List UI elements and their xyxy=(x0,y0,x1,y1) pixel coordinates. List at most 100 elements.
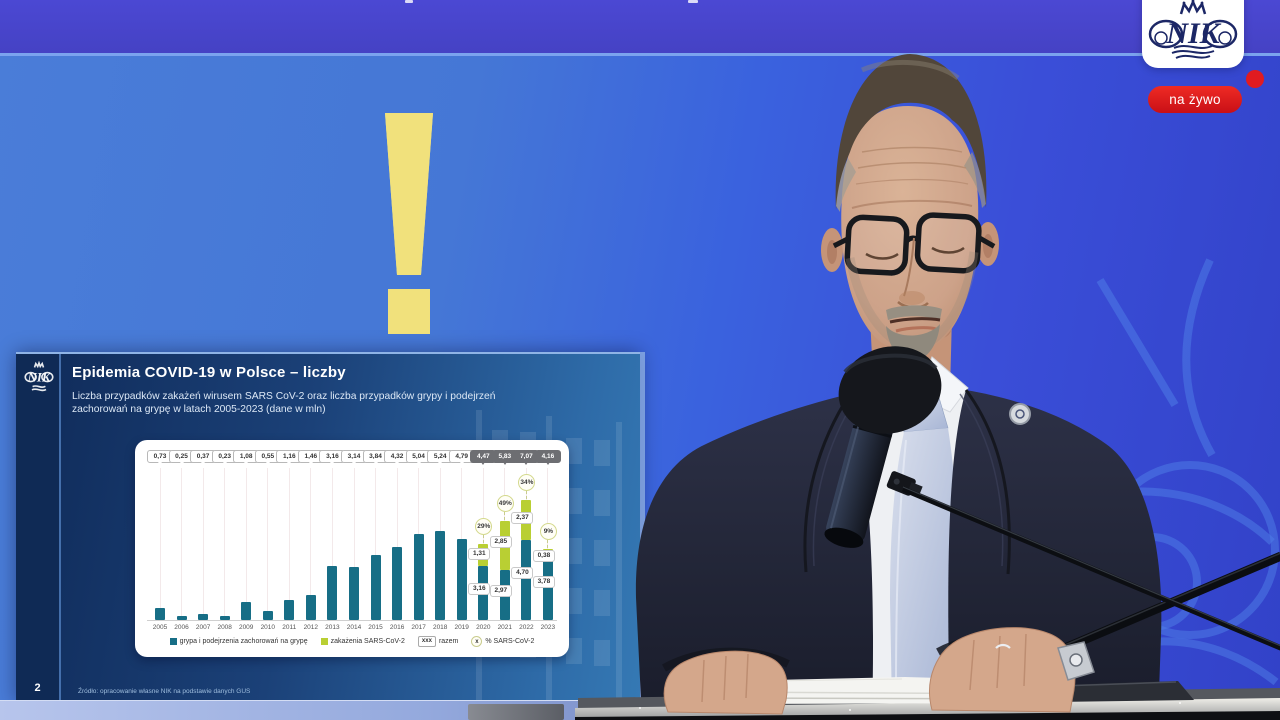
chart-legend: grypa i podejrzenia zachorowań na grypę z… xyxy=(135,636,569,647)
speaker-head xyxy=(821,54,999,362)
slide-subtitle: Liczba przypadków zakażeń wirusem SARS C… xyxy=(72,390,612,416)
lapel-pin xyxy=(1009,403,1031,425)
gridline xyxy=(396,468,398,620)
total-value-chip: 5,83 xyxy=(491,450,518,465)
svg-text:NIK: NIK xyxy=(27,371,52,385)
sars-share-badge: 29% xyxy=(475,518,493,535)
slide-left-strip xyxy=(16,354,59,702)
year-label: 2014 xyxy=(346,624,362,631)
chart-card: grypa i podejrzenia zachorowań na grypę z… xyxy=(135,440,569,657)
flu-value-label: 4,70 xyxy=(511,567,534,580)
slide-subtitle-line1: Liczba przypadków zakażeń wirusem SARS C… xyxy=(72,391,496,402)
bar-flu xyxy=(241,601,252,620)
screen-bottom-band xyxy=(0,700,610,720)
legend-label: % SARS-CoV-2 xyxy=(485,638,535,645)
legend-label: razem xyxy=(438,638,459,645)
speaker-hands xyxy=(663,627,1095,715)
bar-flu xyxy=(456,538,467,620)
legend-label: grypa i podejrzenia zachorowań na grypę xyxy=(179,638,308,645)
slide-subtitle-line2: zachorowań na grypę w latach 2005-2023 (… xyxy=(72,404,326,415)
legend-item: grypa i podejrzenia zachorowań na grypę xyxy=(169,638,308,645)
bar-flu xyxy=(327,566,338,620)
nik-emblem-icon: NIK xyxy=(24,360,54,392)
chart-plot: grypa i podejrzenia zachorowań na grypę z… xyxy=(135,440,569,657)
gridline xyxy=(310,468,312,620)
gridline xyxy=(245,468,247,620)
legend-swatch-icon xyxy=(169,638,177,645)
bar-flu xyxy=(262,610,273,621)
cropped-text-fragment xyxy=(688,0,698,3)
source-note: Źródło: opracowanie własne NIK na podsta… xyxy=(78,688,251,695)
share-connector xyxy=(482,535,484,543)
share-connector xyxy=(525,490,527,499)
slide-title: Epidemia COVID-19 w Polsce – liczby xyxy=(72,364,346,381)
flu-value-label: 3,16 xyxy=(468,582,491,595)
total-value-chip: 3,14 xyxy=(341,450,367,465)
share-connector xyxy=(547,540,549,549)
x-axis-line xyxy=(147,620,557,621)
year-label: 2012 xyxy=(303,624,319,631)
year-label: 2008 xyxy=(217,624,232,631)
flu-value-label: 2,97 xyxy=(489,584,512,597)
sars-share-badge: 9% xyxy=(539,523,557,541)
sars-value-label: 2,37 xyxy=(511,511,534,524)
year-label: 2005 xyxy=(152,624,168,631)
year-label: 2007 xyxy=(195,624,211,631)
glasses-icon xyxy=(832,212,996,276)
gridline xyxy=(159,468,161,620)
gridline xyxy=(331,468,333,620)
total-value-chip: 0,23 xyxy=(211,450,238,465)
legend-chip-icon: xxx xyxy=(417,636,436,647)
backdrop-nik-watermark xyxy=(1067,258,1279,686)
year-label: 2009 xyxy=(238,624,254,631)
bar-flu xyxy=(198,613,209,620)
year-label: 2010 xyxy=(260,624,276,631)
top-band xyxy=(0,0,1280,56)
bar-flu xyxy=(305,595,316,620)
share-connector xyxy=(504,512,506,521)
legend-item: x% SARS-CoV-2 xyxy=(471,636,534,647)
gridline xyxy=(267,468,269,620)
flu-value-label: 3,78 xyxy=(532,576,555,589)
year-label: 2013 xyxy=(325,624,340,631)
page-number: 2 xyxy=(34,682,41,694)
gridline xyxy=(353,468,355,620)
bar-flu xyxy=(413,534,424,620)
tie xyxy=(890,393,958,708)
nik-logo-box: NIK xyxy=(1142,0,1244,68)
sars-share-badge: 34% xyxy=(518,473,536,491)
year-label: 2017 xyxy=(411,624,426,631)
goatee xyxy=(886,324,940,362)
gridline xyxy=(288,468,290,620)
gridline xyxy=(375,468,376,620)
sars-share-badge: 49% xyxy=(496,495,514,513)
bar-flu xyxy=(155,607,165,620)
bar-flu xyxy=(284,600,295,620)
bar-flu xyxy=(370,554,381,620)
mic-clamp xyxy=(886,471,923,496)
slide-divider-line xyxy=(59,354,61,702)
sars-value-label: 2,85 xyxy=(489,536,512,549)
year-label: 2020 xyxy=(476,624,491,631)
live-badge: na żywo xyxy=(1148,86,1242,113)
year-label: 2016 xyxy=(389,624,405,631)
cropped-text-fragment xyxy=(405,0,413,3)
bar-flu xyxy=(521,540,532,620)
legend-circle-icon: x xyxy=(471,636,483,647)
bar-flu xyxy=(349,566,359,620)
year-label: 2018 xyxy=(432,624,448,631)
bar-flu xyxy=(435,530,446,620)
legend-item: zakażenia SARS-CoV-2 xyxy=(320,638,405,645)
mustache xyxy=(886,305,942,320)
papers xyxy=(722,677,1052,704)
sars-value-label: 0,38 xyxy=(532,550,555,563)
legend-label: zakażenia SARS-CoV-2 xyxy=(330,638,405,645)
sars-value-label: 1,31 xyxy=(468,548,491,561)
year-label: 2011 xyxy=(282,624,297,631)
nik-logo-text: NIK xyxy=(1165,17,1221,50)
presentation-slide: NIK Epidemia COVID-19 w Polsce – liczby … xyxy=(16,352,640,702)
gridline xyxy=(181,468,182,620)
year-label: 2006 xyxy=(174,624,189,631)
year-label: 2022 xyxy=(519,624,534,631)
